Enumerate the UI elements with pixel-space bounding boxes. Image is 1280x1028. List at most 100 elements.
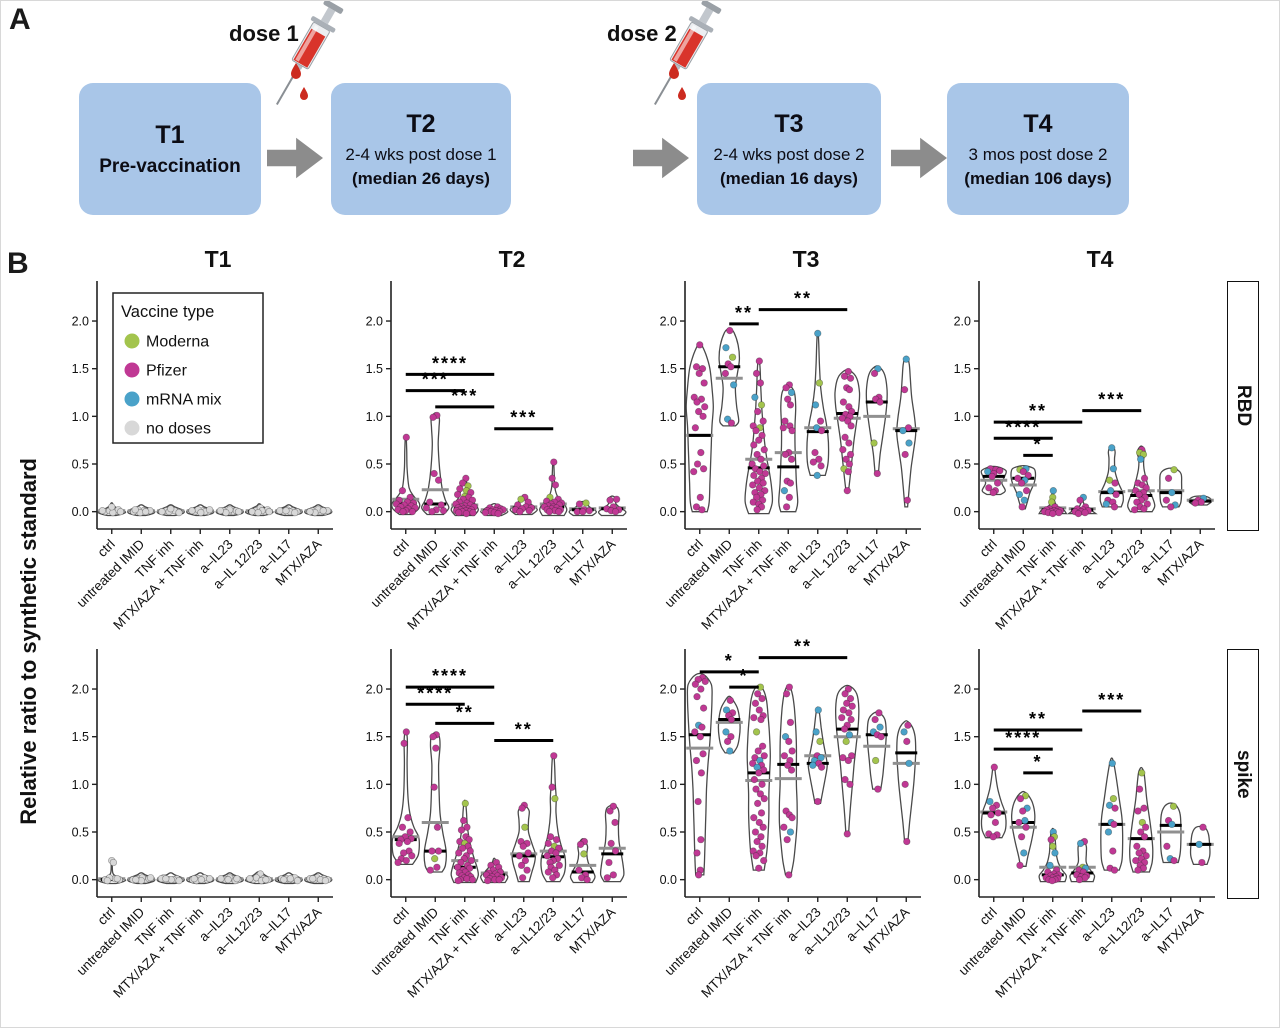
timepoint-box-t2: T2 2-4 wks post dose 1 (median 26 days) — [331, 83, 511, 215]
panel-b: T1 T2 T3 T4 Relative ratio to synthetic … — [1, 243, 1279, 1009]
svg-text:2.0: 2.0 — [660, 683, 677, 697]
timepoint-desc: 2-4 wks post dose 1 — [345, 144, 497, 164]
svg-text:1.0: 1.0 — [660, 778, 677, 792]
svg-text:****: **** — [432, 666, 468, 686]
svg-text:no doses: no doses — [146, 421, 211, 438]
svg-text:ctrl: ctrl — [95, 905, 118, 928]
svg-text:1.5: 1.5 — [660, 730, 677, 744]
arrow-icon — [267, 137, 323, 179]
svg-text:2.0: 2.0 — [366, 315, 383, 329]
syringe-icon — [255, 1, 355, 122]
timepoint-desc: 3 mos post dose 2 — [968, 144, 1108, 164]
svg-text:0.5: 0.5 — [366, 458, 383, 472]
blood-drop-icon — [287, 63, 313, 116]
timepoint-title: T1 — [155, 120, 185, 149]
timepoint-title: T4 — [1023, 109, 1053, 138]
svg-text:0.5: 0.5 — [954, 458, 971, 472]
svg-text:2.0: 2.0 — [366, 683, 383, 697]
svg-text:**: ** — [794, 637, 812, 657]
timepoint-title: T2 — [406, 109, 436, 138]
svg-text:***: *** — [510, 408, 537, 428]
timepoint-box-t1: T1 Pre-vaccination — [79, 83, 261, 215]
timepoint-median: (median 26 days) — [352, 168, 490, 188]
svg-text:1.0: 1.0 — [72, 778, 89, 792]
svg-text:**: ** — [515, 720, 533, 740]
svg-text:ctrl: ctrl — [977, 905, 1000, 928]
svg-text:0.5: 0.5 — [366, 826, 383, 840]
svg-text:0.5: 0.5 — [72, 458, 89, 472]
svg-text:Pfizer: Pfizer — [146, 363, 188, 380]
svg-text:1.5: 1.5 — [954, 730, 971, 744]
panel-b-label: B — [7, 247, 29, 280]
svg-text:2.0: 2.0 — [660, 315, 677, 329]
svg-text:Moderna: Moderna — [146, 334, 209, 351]
svg-text:2.0: 2.0 — [954, 315, 971, 329]
svg-text:ctrl: ctrl — [389, 537, 412, 560]
timepoint-title: T3 — [774, 109, 804, 138]
svg-text:0.0: 0.0 — [366, 873, 383, 887]
svg-text:1.0: 1.0 — [954, 778, 971, 792]
svg-text:mRNA mix: mRNA mix — [146, 392, 222, 409]
dose1-label: dose 1 — [229, 21, 299, 46]
svg-text:***: *** — [451, 386, 478, 406]
y-axis-label: Relative ratio to synthetic standard — [16, 457, 41, 825]
svg-text:1.5: 1.5 — [72, 362, 89, 376]
svg-text:2.0: 2.0 — [954, 683, 971, 697]
svg-text:**: ** — [1029, 401, 1047, 421]
svg-text:0.0: 0.0 — [954, 505, 971, 519]
svg-text:*: * — [1033, 434, 1042, 454]
strip-label-spike: spike — [1227, 649, 1259, 899]
timepoint-median: (median 16 days) — [720, 168, 858, 188]
dose2-label: dose 2 — [607, 21, 677, 46]
timepoint-box-t4: T4 3 mos post dose 2 (median 106 days) — [947, 83, 1129, 215]
svg-text:0.5: 0.5 — [72, 826, 89, 840]
svg-text:Vaccine type: Vaccine type — [121, 303, 214, 321]
column-title-t1: T1 — [204, 246, 232, 272]
svg-text:1.5: 1.5 — [954, 362, 971, 376]
svg-text:0.0: 0.0 — [366, 505, 383, 519]
svg-text:0.0: 0.0 — [660, 505, 677, 519]
strip-label-rbd: RBD — [1227, 281, 1259, 531]
column-title-t2: T2 — [498, 246, 526, 272]
panel-a: A T1 Pre-vaccination dose 1 — [1, 1, 1279, 243]
svg-text:***: *** — [1098, 390, 1125, 410]
svg-text:2.0: 2.0 — [72, 315, 89, 329]
timepoint-box-t3: T3 2-4 wks post dose 2 (median 16 days) — [697, 83, 881, 215]
svg-text:1.5: 1.5 — [366, 362, 383, 376]
timepoint-desc: 2-4 wks post dose 2 — [713, 144, 865, 164]
svg-text:0.0: 0.0 — [72, 873, 89, 887]
svg-text:****: **** — [432, 353, 468, 373]
svg-text:1.5: 1.5 — [660, 362, 677, 376]
panel-a-label: A — [9, 3, 31, 36]
arrow-icon — [633, 137, 689, 179]
svg-text:ctrl: ctrl — [389, 905, 412, 928]
svg-text:*: * — [739, 666, 748, 686]
svg-text:1.0: 1.0 — [660, 410, 677, 424]
svg-text:1.0: 1.0 — [954, 410, 971, 424]
svg-text:1.5: 1.5 — [366, 730, 383, 744]
svg-text:**: ** — [735, 303, 753, 323]
svg-text:0.5: 0.5 — [954, 826, 971, 840]
svg-text:***: *** — [1098, 690, 1125, 710]
svg-text:1.0: 1.0 — [366, 410, 383, 424]
timepoint-median: (median 106 days) — [964, 168, 1112, 188]
svg-text:0.0: 0.0 — [954, 873, 971, 887]
svg-text:**: ** — [1029, 709, 1047, 729]
column-title-t4: T4 — [1086, 246, 1114, 272]
svg-text:**: ** — [456, 702, 474, 722]
svg-text:****: **** — [417, 683, 453, 703]
svg-text:1.5: 1.5 — [72, 730, 89, 744]
svg-text:0.5: 0.5 — [660, 826, 677, 840]
svg-text:*: * — [725, 651, 734, 671]
svg-text:***: *** — [422, 370, 449, 390]
svg-text:ctrl: ctrl — [683, 537, 706, 560]
column-title-t3: T3 — [792, 246, 820, 272]
svg-text:0.5: 0.5 — [660, 458, 677, 472]
svg-text:**: ** — [794, 289, 812, 309]
